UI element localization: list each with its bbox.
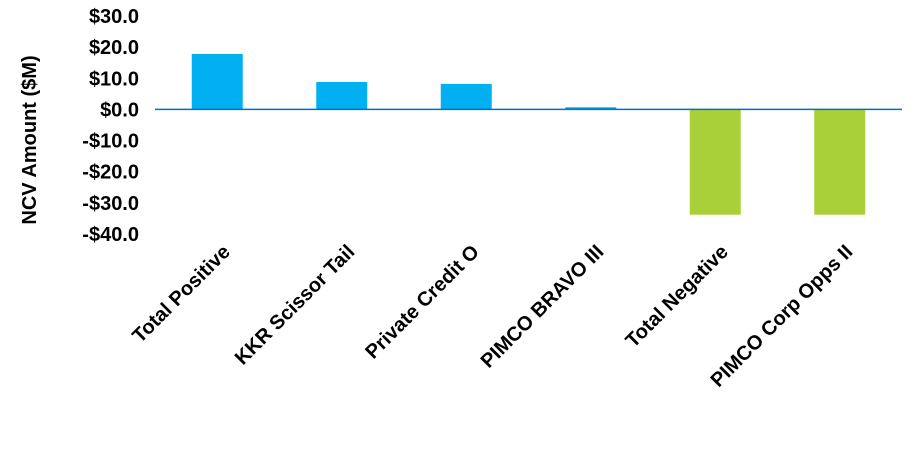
y-axis-ticks: $30.0 $20.0 $10.0 $0.0 -$10.0 -$20.0 -$30.0 -$4… [82,6,139,246]
y-tick-label: $10.0 [89,68,139,90]
y-axis-label: NCV Amount ($M) [19,55,41,224]
x-tick-label: PIMCO Corp Opps II [707,241,858,392]
x-tick-label: Total Positive [128,241,234,347]
y-tick-label: -$30.0 [82,193,139,215]
bar [316,82,368,110]
x-tick-label: Total Negative [622,241,733,352]
y-tick-label: $20.0 [89,37,139,59]
bar [440,83,492,110]
y-tick-label: -$40.0 [82,224,139,246]
x-tick-label: KKR Scissor Tail [231,241,359,369]
bar [814,109,866,215]
x-tick-label: PIMCO BRAVO III [477,241,609,373]
y-tick-label: $30.0 [89,6,139,28]
y-tick-label: -$10.0 [82,131,139,153]
bars [191,53,866,215]
bar [565,107,617,110]
bar [191,53,243,110]
bar [689,109,741,215]
x-tick-label: Private Credit O [361,241,483,363]
y-tick-label: -$20.0 [82,162,139,184]
y-tick-label: $0.0 [100,99,139,121]
